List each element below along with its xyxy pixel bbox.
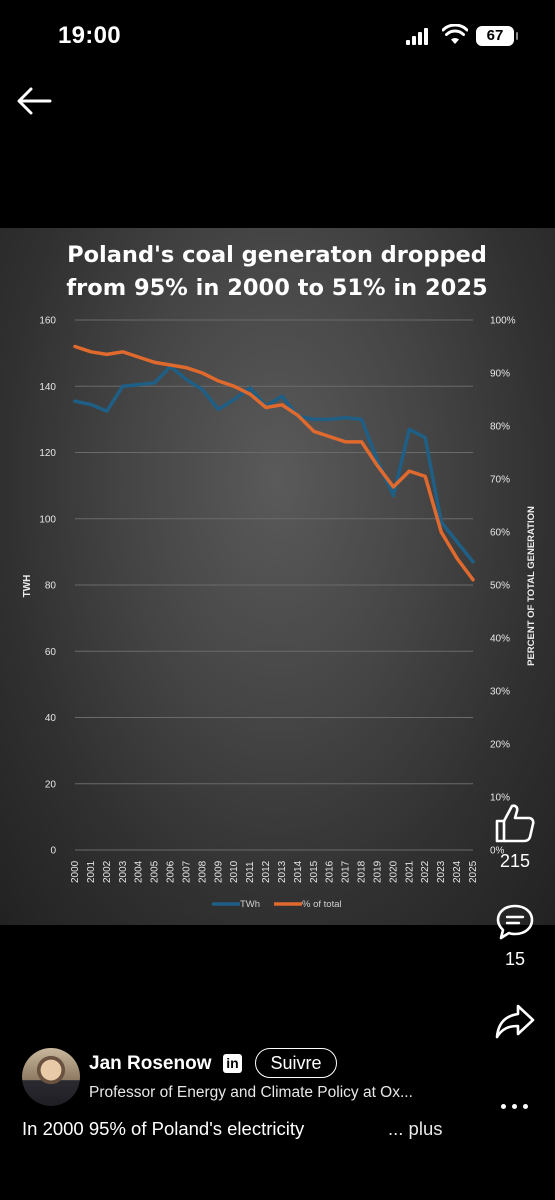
series-line-twh xyxy=(73,364,475,564)
x-tick-label: 2003 xyxy=(118,860,129,883)
x-tick-label: 2013 xyxy=(277,860,288,883)
x-tick-label: 2015 xyxy=(309,860,320,883)
avatar[interactable] xyxy=(22,1048,80,1106)
x-tick-label: 2018 xyxy=(357,860,368,883)
linkedin-icon: in xyxy=(223,1054,242,1073)
legend-label: % of total xyxy=(302,899,342,910)
left-tick-label: 60 xyxy=(45,647,57,658)
see-more-link[interactable]: ... plus xyxy=(388,1118,443,1139)
right-tick-label: 60% xyxy=(490,528,510,539)
follow-button[interactable]: Suivre xyxy=(255,1048,337,1078)
x-tick-label: 2006 xyxy=(166,860,177,883)
x-tick-label: 2016 xyxy=(325,860,336,883)
share-icon xyxy=(495,1004,535,1039)
x-axis-ticks: 2000 2001 2002 2003 2004 2005 2006 2007 2008 2009… xyxy=(70,860,479,883)
x-tick-label: 2022 xyxy=(420,860,431,883)
like-count: 215 xyxy=(499,851,531,871)
right-tick-label: 70% xyxy=(490,475,510,486)
series-line--of-total xyxy=(73,344,475,582)
comment-count: 15 xyxy=(504,949,526,969)
post-caption: In 2000 95% of Poland's electricity xyxy=(22,1118,305,1139)
right-tick-label: 50% xyxy=(490,581,510,592)
x-tick-label: 2007 xyxy=(181,860,192,883)
chart-series xyxy=(73,344,475,582)
back-arrow-icon[interactable] xyxy=(14,84,54,118)
x-tick-label: 2020 xyxy=(388,860,399,883)
right-tick-label: 20% xyxy=(490,740,510,751)
cellular-signal-icon xyxy=(406,28,430,45)
status-bar: 19:00 67 xyxy=(0,0,555,70)
right-tick-label: 30% xyxy=(490,687,510,698)
chart-title-line-1: Poland's coal generaton dropped xyxy=(67,242,487,268)
left-tick-label: 40 xyxy=(45,713,57,724)
more-options-icon[interactable] xyxy=(498,1094,532,1118)
x-tick-label: 2019 xyxy=(372,860,383,883)
comment-button[interactable]: 15 xyxy=(491,902,539,970)
battery-icon: 67 xyxy=(476,26,518,46)
line-chart: Poland's coal generaton dropped from 95%… xyxy=(22,242,537,910)
wifi-icon xyxy=(442,24,468,44)
left-tick-label: 20 xyxy=(45,779,57,790)
author-name[interactable]: Jan Rosenow xyxy=(89,1053,212,1074)
x-tick-label: 2008 xyxy=(197,860,208,883)
x-tick-label: 2005 xyxy=(150,860,161,883)
legend-label: TWh xyxy=(240,899,260,910)
x-tick-label: 2024 xyxy=(452,860,463,883)
x-tick-label: 2025 xyxy=(468,860,479,883)
right-tick-label: 100% xyxy=(490,316,516,327)
thumbs-up-icon xyxy=(495,804,535,843)
x-tick-label: 2009 xyxy=(213,860,224,883)
left-tick-label: 160 xyxy=(39,316,56,327)
chart-image[interactable]: Poland's coal generaton dropped from 95%… xyxy=(0,228,555,925)
chart-title-line-2: from 95% in 2000 to 51% in 2025 xyxy=(66,275,487,301)
left-axis-label: TWH xyxy=(22,575,33,598)
author-title: Professor of Energy and Climate Policy a… xyxy=(89,1084,413,1101)
x-tick-label: 2023 xyxy=(436,860,447,883)
x-tick-label: 2010 xyxy=(229,860,240,883)
share-button[interactable] xyxy=(492,1000,538,1047)
chart-legend: TWh % of total xyxy=(212,899,342,910)
left-tick-label: 140 xyxy=(39,382,56,393)
x-tick-label: 2011 xyxy=(245,861,256,883)
x-tick-label: 2014 xyxy=(293,860,304,883)
like-button[interactable]: 215 xyxy=(491,802,539,872)
right-tick-label: 80% xyxy=(490,422,510,433)
left-axis-ticks: 0 20 40 60 80 100 120 140 160 xyxy=(39,316,56,857)
right-axis-ticks: 0% 10% 20% 30% 40% 50% 60% 70% 80% 90% 100% xyxy=(490,316,516,857)
x-tick-label: 2017 xyxy=(341,860,352,883)
left-tick-label: 120 xyxy=(39,448,56,459)
x-tick-label: 2021 xyxy=(404,860,415,883)
right-axis-label: PERCENT OF TOTAL GENERATION xyxy=(526,506,537,666)
chart-gridlines xyxy=(75,319,473,851)
x-tick-label: 2001 xyxy=(86,860,97,883)
x-tick-label: 2002 xyxy=(102,860,113,883)
right-tick-label: 0% xyxy=(490,846,505,857)
comment-icon xyxy=(496,904,534,940)
x-tick-label: 2004 xyxy=(134,860,145,883)
left-tick-label: 0 xyxy=(50,846,56,857)
right-tick-label: 40% xyxy=(490,634,510,645)
left-tick-label: 100 xyxy=(39,514,56,525)
x-tick-label: 2012 xyxy=(261,860,272,883)
left-tick-label: 80 xyxy=(45,581,57,592)
author-row: Jan Rosenow in Suivre Professor of Energ… xyxy=(22,1048,542,1108)
status-time: 19:00 xyxy=(58,22,121,49)
x-tick-label: 2000 xyxy=(70,860,81,883)
right-tick-label: 10% xyxy=(490,793,510,804)
right-tick-label: 90% xyxy=(490,369,510,380)
